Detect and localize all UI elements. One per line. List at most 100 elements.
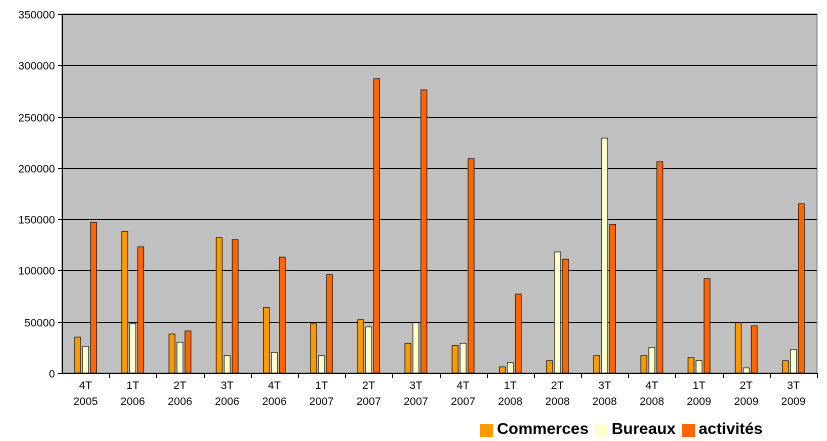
x-tick-label-year: 2006 <box>262 396 286 408</box>
bar-commerces-11 <box>593 355 600 374</box>
y-tick-label: 0 <box>49 369 55 381</box>
y-tick-label: 300000 <box>18 61 55 73</box>
bar-commerces-1 <box>121 231 129 374</box>
legend-label-bureaux: Bureaux <box>611 421 676 438</box>
x-tick-label-year: 2006 <box>121 396 145 408</box>
y-axis: 0 50000 100000 150000 200000 250000 300000 3500… <box>18 10 63 381</box>
bar-commerces-5 <box>310 323 317 374</box>
bar-commerces-0 <box>74 336 81 374</box>
y-tick-label: 50000 <box>24 318 55 330</box>
y-tick-label: 200000 <box>18 164 55 176</box>
bar-activits-10 <box>562 258 569 374</box>
legend-item-commerces: Commerces <box>480 421 589 439</box>
bar-activits-5 <box>326 274 333 374</box>
x-tick-label-quarter: 4T <box>645 380 658 392</box>
bar-bureaux-10 <box>554 251 561 374</box>
x-tick-label-year: 2007 <box>404 396 428 408</box>
legend-swatch-bureaux <box>594 423 608 437</box>
bar-bureaux-1 <box>129 323 137 374</box>
bar-commerces-2 <box>168 333 176 374</box>
y-tick-label: 350000 <box>18 10 55 22</box>
x-tick-label-quarter: 2T <box>551 380 564 392</box>
x-tick-label-year: 2008 <box>640 396 664 408</box>
bar-bureaux-2 <box>176 341 184 374</box>
x-tick-label-year: 2007 <box>356 396 380 408</box>
x-tick-label-year: 2006 <box>215 396 239 408</box>
bar-activits-2 <box>184 330 192 374</box>
plot-area <box>61 13 818 374</box>
x-tick-label-year: 2008 <box>545 396 569 408</box>
bar-bureaux-0 <box>82 346 89 374</box>
gridlines <box>62 14 817 323</box>
bar-activits-12 <box>656 161 664 374</box>
bar-activits-0 <box>90 221 97 374</box>
bar-bureaux-11 <box>601 137 608 374</box>
legend: Commerces Bureaux activités <box>480 420 769 440</box>
bar-commerces-8 <box>451 345 459 374</box>
legend-label-commerces: Commerces <box>497 421 589 438</box>
x-tick-label-year: 2007 <box>451 396 475 408</box>
bar-bureaux-9 <box>506 362 514 374</box>
bar-bureaux-5 <box>318 355 325 374</box>
bar-activits-9 <box>514 293 522 374</box>
bar-commerces-9 <box>498 366 506 374</box>
bar-activits-7 <box>420 89 428 374</box>
bar-commerces-12 <box>640 355 648 374</box>
x-tick-label-year: 2009 <box>781 396 805 408</box>
bar-bureaux-12 <box>648 347 656 374</box>
x-tick-label-quarter: 1T <box>126 380 139 392</box>
y-tick-label: 100000 <box>18 266 55 278</box>
bar-activits-3 <box>231 239 239 374</box>
bars <box>74 78 805 374</box>
bar-activits-13 <box>703 278 711 374</box>
bar-commerces-3 <box>215 237 223 374</box>
x-tick-label-quarter: 4T <box>268 380 281 392</box>
bar-bureaux-3 <box>223 355 231 374</box>
bar-commerces-13 <box>687 357 695 374</box>
bar-bureaux-7 <box>412 322 420 374</box>
x-tick-label-quarter: 1T <box>693 380 706 392</box>
x-tick-label-quarter: 1T <box>315 380 328 392</box>
x-tick-label-quarter: 4T <box>79 380 92 392</box>
bar-activits-1 <box>137 246 145 374</box>
x-tick-label-year: 2006 <box>168 396 192 408</box>
bar-activits-11 <box>609 223 616 374</box>
bar-commerces-10 <box>546 360 553 374</box>
x-tick-label-year: 2005 <box>73 396 97 408</box>
y-tick-label: 150000 <box>18 215 55 227</box>
x-tick-label-quarter: 3T <box>409 380 422 392</box>
bar-activits-14 <box>750 325 758 374</box>
legend-swatch-commerces <box>480 423 493 437</box>
legend-swatch-activites <box>681 423 695 437</box>
bar-chart: 0 50000 100000 150000 200000 250000 300000 3500… <box>18 10 818 408</box>
x-axis: 4T 2005 1T 2006 2T 2006 3T 2006 4T 2006 1T 2007 2T 20… <box>62 373 818 408</box>
x-tick-label-year: 2009 <box>687 396 711 408</box>
bar-commerces-14 <box>734 322 742 374</box>
x-tick-label-quarter: 2T <box>740 380 753 392</box>
x-tick-label-year: 2007 <box>309 396 333 408</box>
bar-commerces-7 <box>404 342 412 374</box>
x-tick-label-year: 2009 <box>734 396 758 408</box>
x-tick-label-year: 2008 <box>498 396 522 408</box>
x-tick-label-quarter: 3T <box>598 380 611 392</box>
bar-bureaux-14 <box>742 367 750 374</box>
bar-bureaux-13 <box>695 360 703 374</box>
bar-bureaux-6 <box>365 326 373 374</box>
x-tick-label-quarter: 2T <box>362 380 375 392</box>
legend-label-activites: activités <box>698 421 763 438</box>
bar-activits-8 <box>467 158 475 374</box>
bar-commerces-6 <box>357 319 365 374</box>
x-tick-label-quarter: 4T <box>457 380 470 392</box>
bar-bureaux-4 <box>271 352 278 374</box>
bar-activits-15 <box>798 203 805 374</box>
y-tick-label: 250000 <box>18 113 55 125</box>
x-tick-label-quarter: 3T <box>787 380 800 392</box>
bar-bureaux-8 <box>459 342 467 374</box>
bar-activits-4 <box>279 256 286 374</box>
x-tick-label-quarter: 1T <box>504 380 517 392</box>
x-tick-label-year: 2008 <box>592 396 616 408</box>
x-tick-label-quarter: 2T <box>174 380 187 392</box>
bar-bureaux-15 <box>790 349 797 374</box>
bar-activits-6 <box>373 78 381 374</box>
legend-item-bureaux: Bureaux <box>594 421 676 439</box>
